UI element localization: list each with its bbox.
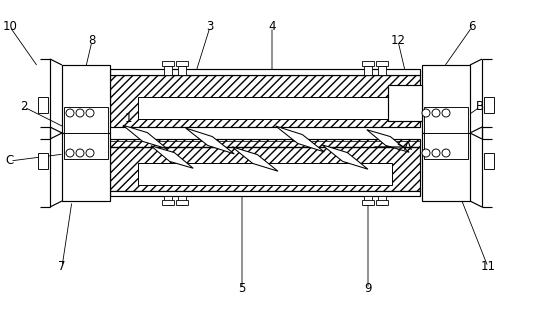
- Bar: [362, 200, 374, 205]
- Bar: [176, 62, 188, 66]
- Circle shape: [422, 109, 430, 117]
- Text: 8: 8: [88, 34, 96, 48]
- Text: 10: 10: [3, 20, 18, 33]
- Circle shape: [86, 149, 94, 157]
- Bar: [64, 133, 108, 159]
- Text: 11: 11: [481, 261, 495, 273]
- Bar: [110, 70, 420, 75]
- Text: 9: 9: [364, 283, 372, 295]
- Polygon shape: [322, 145, 368, 169]
- Text: 5: 5: [238, 283, 246, 295]
- Circle shape: [442, 149, 450, 157]
- Bar: [62, 133, 110, 201]
- Bar: [422, 133, 470, 201]
- Polygon shape: [276, 126, 324, 152]
- Circle shape: [76, 109, 84, 117]
- Bar: [164, 196, 172, 205]
- Polygon shape: [186, 128, 234, 154]
- Bar: [378, 196, 386, 205]
- Circle shape: [66, 109, 74, 117]
- Polygon shape: [367, 130, 409, 152]
- Bar: [422, 65, 470, 133]
- Bar: [110, 191, 420, 197]
- Bar: [62, 65, 110, 133]
- Bar: [64, 107, 108, 133]
- Bar: [484, 97, 494, 113]
- Bar: [376, 62, 388, 66]
- Text: 4: 4: [268, 20, 276, 33]
- Bar: [110, 139, 420, 191]
- Circle shape: [86, 109, 94, 117]
- Bar: [378, 66, 386, 75]
- Bar: [176, 200, 188, 205]
- Text: 6: 6: [468, 20, 476, 33]
- Circle shape: [66, 149, 74, 157]
- Circle shape: [442, 109, 450, 117]
- Bar: [362, 62, 374, 66]
- Text: 1: 1: [124, 113, 132, 125]
- Circle shape: [432, 109, 440, 117]
- Text: B: B: [476, 100, 484, 114]
- Bar: [376, 200, 388, 205]
- Bar: [162, 62, 174, 66]
- Circle shape: [422, 149, 430, 157]
- Bar: [162, 200, 174, 205]
- Bar: [388, 85, 422, 121]
- Text: C: C: [6, 154, 14, 167]
- Text: A: A: [404, 140, 412, 153]
- Bar: [138, 163, 392, 185]
- Bar: [364, 66, 372, 75]
- Polygon shape: [123, 125, 167, 149]
- Bar: [178, 66, 186, 75]
- Bar: [38, 153, 48, 169]
- Bar: [364, 196, 372, 205]
- Bar: [38, 97, 48, 113]
- Polygon shape: [151, 146, 193, 168]
- Bar: [164, 66, 172, 75]
- Text: 12: 12: [390, 34, 405, 48]
- Circle shape: [76, 149, 84, 157]
- Bar: [424, 107, 468, 133]
- Bar: [138, 97, 392, 119]
- Text: 2: 2: [20, 100, 28, 114]
- Text: 7: 7: [58, 261, 66, 273]
- Bar: [424, 133, 468, 159]
- Bar: [484, 153, 494, 169]
- Circle shape: [432, 149, 440, 157]
- Bar: [110, 75, 420, 127]
- Text: 3: 3: [206, 20, 213, 33]
- Bar: [178, 196, 186, 205]
- Polygon shape: [232, 147, 278, 171]
